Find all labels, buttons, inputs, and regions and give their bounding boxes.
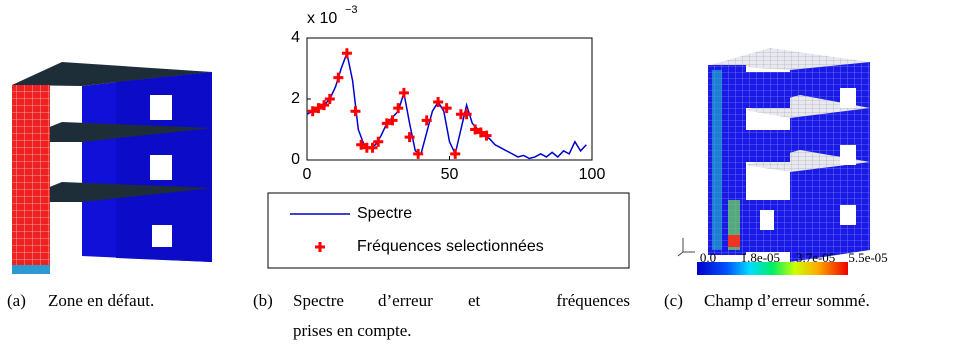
- axis-exponent: x 10: [307, 10, 337, 27]
- selected-point: [350, 106, 361, 117]
- legend-swatch: [315, 242, 325, 252]
- selected-point: [356, 139, 367, 150]
- spectrum-line: [306, 50, 587, 160]
- building-a: [12, 62, 212, 274]
- caption-word: Spectre: [293, 291, 344, 310]
- selected-point: [433, 97, 444, 108]
- selected-point: [367, 142, 378, 153]
- axis-exponent-power: −3: [345, 4, 358, 16]
- selected-point: [450, 148, 461, 159]
- selected-point: [421, 115, 432, 126]
- selected-point: [475, 127, 486, 138]
- legend-box: [267, 192, 630, 269]
- selected-point: [319, 100, 330, 111]
- caption: Champ d’erreur sommé.: [704, 291, 870, 310]
- x-tick-label: 0: [303, 166, 312, 183]
- legend-label: Fréquences selectionnées: [357, 238, 544, 255]
- y-tick-label: 4: [291, 29, 300, 46]
- caption: Zone en défaut.: [48, 291, 154, 310]
- caption-label: (c): [664, 291, 683, 310]
- selected-point: [313, 103, 324, 114]
- y-tick-label: 0: [291, 151, 300, 168]
- selected-point: [404, 132, 415, 143]
- selected-point: [387, 115, 398, 126]
- selected-point: [470, 124, 481, 135]
- caption-word: fréquences: [556, 291, 630, 310]
- selected-point: [393, 103, 404, 114]
- selected-point: [413, 148, 424, 159]
- caption: prises en compte.: [293, 321, 412, 340]
- selected-point: [373, 136, 384, 147]
- colorbar-tick-label: 1.8e-05: [741, 250, 780, 265]
- x-tick-label: 50: [441, 166, 459, 183]
- caption-word: et: [468, 291, 481, 310]
- colorbar-tick-label: 5.5e-05: [848, 250, 887, 265]
- selected-point: [381, 118, 392, 129]
- selected-point: [324, 94, 335, 104]
- selected-point: [398, 87, 409, 98]
- colorbar: [697, 262, 848, 275]
- caption-label: (b): [253, 291, 273, 310]
- building-c: [677, 48, 870, 262]
- selected-point: [441, 103, 452, 114]
- x-tick-label: 100: [579, 166, 606, 183]
- legend-label: Spectre: [357, 205, 412, 222]
- selected-point: [333, 72, 344, 83]
- caption-word: d’erreur: [378, 291, 433, 310]
- selected-point: [461, 109, 472, 120]
- caption-label: (a): [7, 291, 26, 310]
- y-tick-label: 2: [291, 90, 300, 107]
- colorbar-tick-label: 3.7e-05: [796, 250, 835, 265]
- colorbar-tick-label: 0.0: [700, 250, 716, 265]
- selected-point: [307, 106, 318, 117]
- selected-point: [481, 130, 492, 141]
- selected-point: [341, 48, 352, 59]
